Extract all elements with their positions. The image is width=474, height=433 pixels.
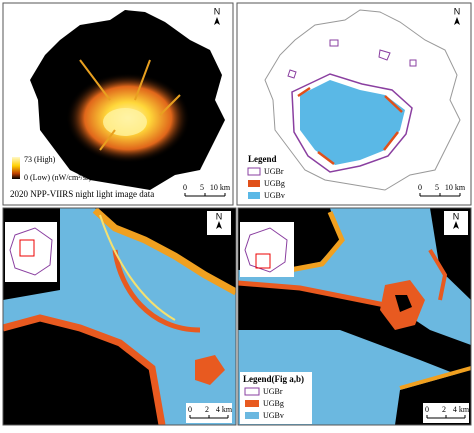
north-arrow-icon: [453, 221, 459, 229]
scale-label: 2: [442, 405, 446, 414]
ugbr-outline: [291, 73, 413, 173]
legend-swatch: [248, 192, 260, 199]
legend-item: UGBg: [263, 399, 284, 408]
panel-frame: [237, 207, 472, 426]
colorbar: [12, 157, 20, 179]
ugbg-band: [428, 248, 448, 301]
panel-label: (a): [6, 209, 16, 219]
ugbv-area: [300, 80, 405, 165]
scale-label: 2: [205, 405, 209, 414]
legend-swatch: [245, 400, 259, 407]
north-arrow-icon: [216, 221, 222, 229]
legend-swatch: [248, 180, 260, 187]
legend-title: Legend(Fig a,b): [243, 374, 304, 384]
north-arrow: N: [214, 6, 221, 16]
ugb-panel: N Legend UGBr UGBg UGBv 0 5 10 km: [236, 2, 472, 206]
ugbg-band: [3, 314, 166, 425]
scale-label: 5: [435, 183, 439, 192]
ugbr-small: [287, 39, 417, 79]
scale-label: 0: [425, 405, 429, 414]
legend-swatch: [247, 167, 261, 176]
legend-item: UGBv: [264, 191, 285, 200]
night-light-panel: N 73 (High) 0 (Low) (nW/cm²/sr) 2020 NPP…: [2, 2, 234, 206]
scale-label: 0: [188, 405, 192, 414]
scale-label: 4 km: [216, 405, 233, 414]
legend-item: UGBr: [264, 167, 284, 176]
inset-box: [255, 253, 271, 269]
scale-bar: [189, 415, 229, 419]
legend-item: UGBr: [263, 387, 283, 396]
scale-label: 5: [200, 183, 204, 192]
inset-outline: [9, 227, 53, 276]
scale-label: 0: [183, 183, 187, 192]
panel-frame: [2, 207, 237, 426]
legend-item: UGBv: [263, 411, 284, 420]
ugbg-band: [92, 208, 236, 296]
scale-bar: [419, 193, 461, 197]
north-arrow-icon: [214, 17, 220, 25]
north-arrow-icon: [454, 17, 460, 25]
ugbg-patch: [297, 86, 403, 165]
scale-label: 0: [418, 183, 422, 192]
scale-label: 4 km: [453, 405, 470, 414]
outside-area: [238, 285, 471, 380]
legend-item: UGBg: [264, 179, 285, 188]
inset-box: [19, 239, 35, 257]
caption: 2020 NPP-VIIRS night light image data: [10, 189, 154, 199]
north-arrow: N: [453, 211, 460, 221]
scale-bar: [184, 193, 226, 197]
inset-outline: [244, 227, 288, 273]
light-core: [103, 108, 147, 136]
legend-low: 0 (Low) (nW/cm²/sr): [24, 173, 92, 182]
outside-area: [395, 295, 412, 312]
panel-label: (b): [241, 209, 252, 219]
scale-label: 10 km: [445, 183, 466, 192]
scale-label: 10 km: [210, 183, 231, 192]
inset-map: [5, 222, 57, 282]
north-arrow: N: [216, 211, 223, 221]
detail-a-panel: [3, 208, 236, 425]
scale-bar: [426, 415, 466, 419]
ugbg-patch: [195, 355, 225, 385]
legend-swatch: [245, 412, 259, 419]
ugbg-band: [289, 211, 345, 273]
legend-high: 73 (High): [24, 155, 56, 164]
ugbr-line: [99, 214, 176, 321]
legend-title: Legend: [248, 154, 277, 164]
ugbg-band: [399, 366, 471, 390]
legend-swatch: [244, 387, 260, 396]
light-streak: [79, 59, 181, 151]
north-arrow: N: [454, 6, 461, 16]
ugbg-band: [238, 280, 401, 311]
ugbg-band: [112, 249, 201, 333]
